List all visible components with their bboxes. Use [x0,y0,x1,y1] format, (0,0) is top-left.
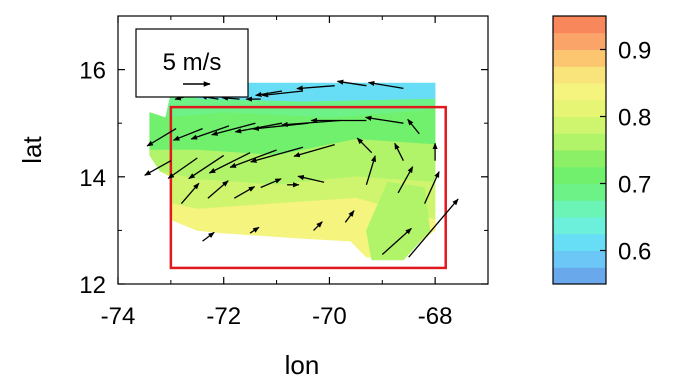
highlight-rectangle [169,105,447,270]
colorbar-band-8 [553,133,606,151]
wind-vector-32 [260,178,282,189]
wind-vector-36 [397,166,414,194]
colorbar-band-5 [553,183,606,201]
wind-vector-25 [293,143,335,158]
wind-vector-9 [146,128,177,147]
wind-vector-22 [208,152,251,174]
field-contours [149,82,436,261]
y-tick-label: 12 [79,272,106,299]
wind-vector-41 [344,210,355,223]
wind-vector-42 [381,227,412,255]
wind-vector-11 [190,125,230,140]
wind-vector-34 [297,175,325,183]
colorbar-tick-label: 0.7 [618,172,651,199]
colorbar-band-3 [553,217,606,235]
highlight-box [169,105,447,270]
wind-vector-18 [407,118,420,135]
reference-vector-legend: 5 m/s [135,28,249,98]
wind-vector-10 [172,127,203,141]
wind-vector-31 [233,186,256,199]
colorbar-tick-label: 0.6 [618,239,651,266]
wind-vector-21 [188,154,225,180]
wind-vector-26 [356,137,373,154]
wind-vector-4 [261,90,304,98]
colorbar: 0.6 0.7 0.8 0.9 [552,15,651,285]
colorbar-band-12 [553,66,606,84]
colorbar-tick-label: 0.9 [618,38,651,65]
plot-frame [117,15,489,285]
colorbar-band-15 [553,16,606,34]
colorbar-band-10 [553,99,606,117]
wind-vector-1 [221,95,240,101]
x-axis-title: lon [285,350,320,380]
wind-vector-7 [367,80,404,90]
wind-vector-38 [202,231,215,242]
wind-vector-30 [207,180,229,199]
x-tick-label: -74 [101,303,136,330]
y-axis-title: lat [17,135,47,163]
wind-vector-29 [180,182,200,205]
reference-vector-box [135,28,249,98]
colorbar-band-9 [553,116,606,134]
contour-region-6 [366,181,431,261]
reference-vector-label: 5 m/s [163,49,222,76]
wind-vector-27 [394,142,404,161]
wind-vector-6 [336,79,367,87]
wind-vector-19 [144,160,172,176]
colorbar-band-0 [553,267,606,285]
y-tick-label: 16 [79,58,106,85]
axes: -74 -72 -70 -68 12 14 16 [79,15,489,330]
colorbar-band-13 [553,49,606,67]
wind-vector-12 [211,122,256,136]
wind-vector-5 [296,85,335,91]
colorbar-band-14 [553,32,606,50]
colorbar-band-7 [553,150,606,168]
colorbar-band-1 [553,250,606,268]
x-tick-label: -70 [312,303,347,330]
wind-vector-40 [313,221,323,231]
wind-vector-20 [167,157,198,179]
wind-vector-35 [365,155,376,185]
x-tick-label: -72 [206,303,241,330]
wind-vector-43 [408,198,459,258]
wind-vectors [144,79,459,258]
colorbar-frame [552,15,607,285]
wind-vector-17 [364,115,404,124]
colorbar-band-2 [553,233,606,251]
wind-vector-37 [424,171,440,204]
colorbar-band-11 [553,83,606,101]
wind-vector-3 [255,90,283,97]
x-tick-label: -68 [418,303,453,330]
wind-vector-39 [249,226,260,234]
colorbar-band-4 [553,200,606,218]
wind-vector-24 [250,146,304,163]
colorbar-tick-label: 0.8 [618,105,651,132]
colorbar-band-6 [553,166,606,184]
y-tick-label: 14 [79,165,106,192]
